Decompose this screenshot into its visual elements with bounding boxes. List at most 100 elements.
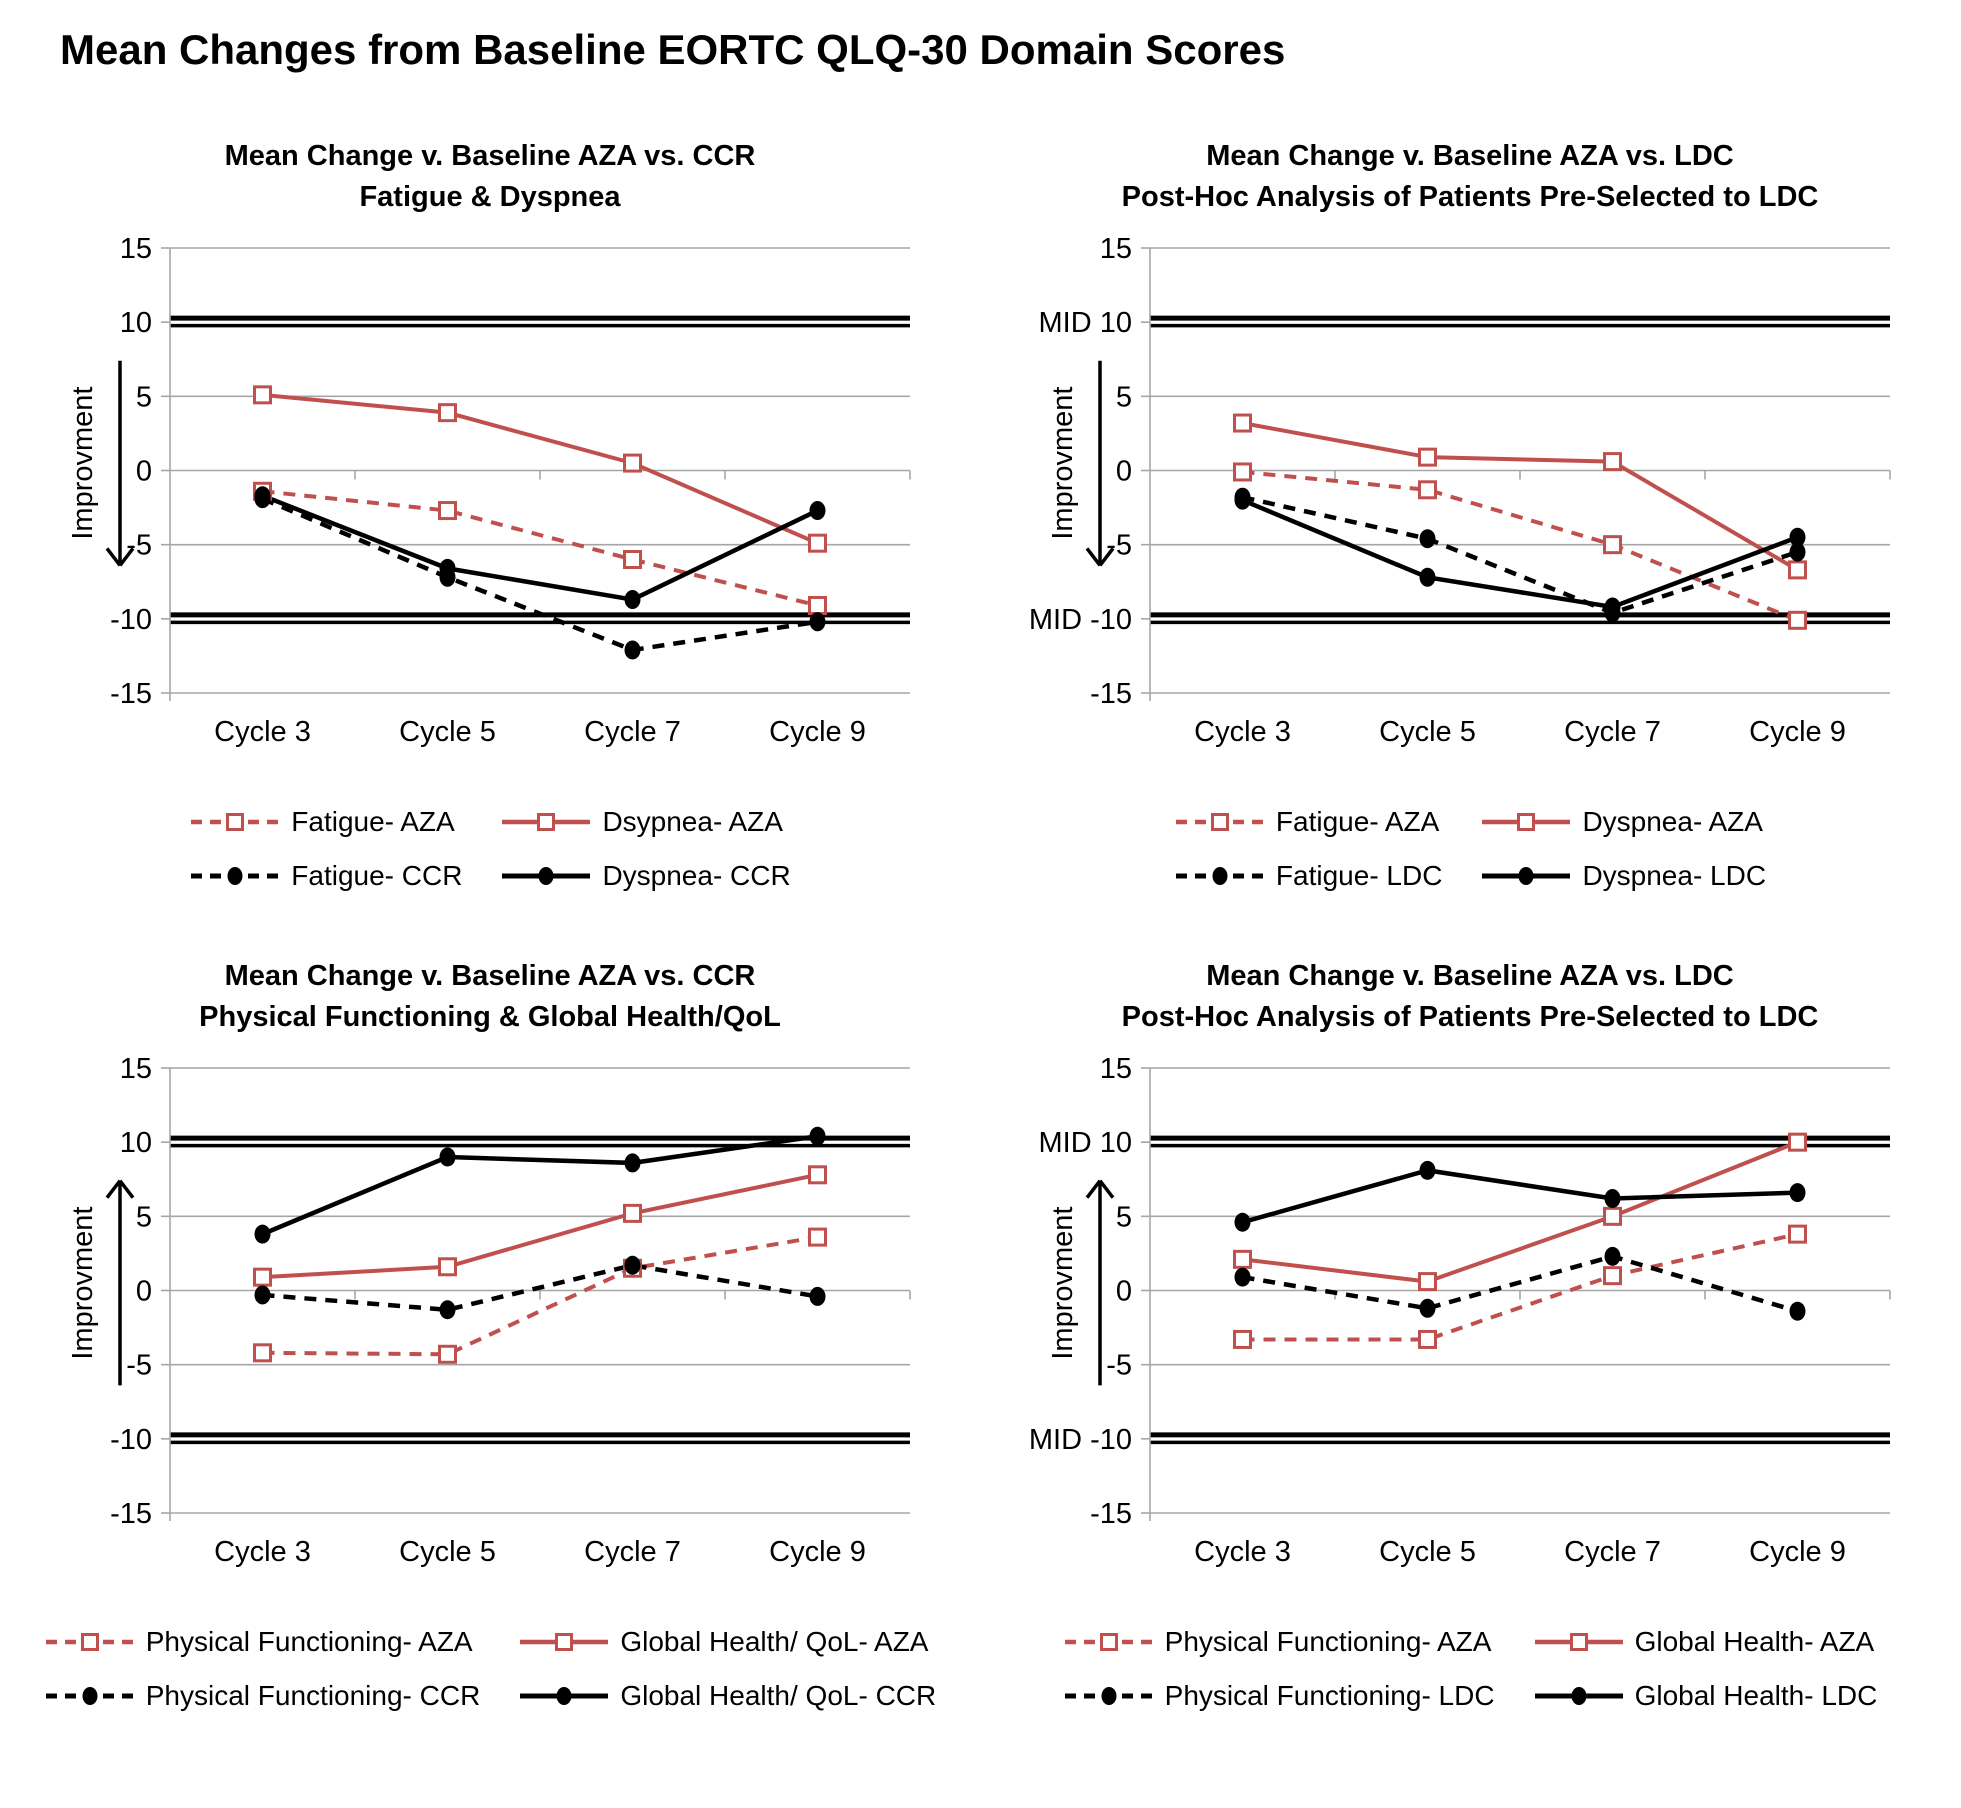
improvement-arrow-head: [105, 547, 122, 567]
y-tick-label: -5: [1106, 1350, 1132, 1382]
x-category-label: Cycle 7: [584, 716, 681, 748]
y-tick-label: -15: [110, 678, 152, 710]
data-point-marker: [1418, 1329, 1437, 1349]
data-point-marker: [253, 1343, 272, 1363]
chart-fatigue-dyspnea-aza-ldc: Mean Change v. Baseline AZA vs. LDC Post…: [980, 80, 1960, 892]
series-line: [1242, 469, 1799, 623]
data-point-marker: [623, 1203, 642, 1223]
legend-swatch-icon: [520, 1687, 609, 1705]
chart-plot-svg: 15 10 5 0 -5 -10 -15 Cycle 3 Cycle 5 Cycle 7 Cycle…: [67, 1053, 911, 1568]
y-tick-label: 15: [120, 1053, 152, 1085]
chart-legend: Fatigue- AZA Dyspnea- AZA Fatigue- LDC Dysp…: [980, 806, 1960, 892]
legend-item: Global Health- LDC: [1533, 1680, 1878, 1712]
chart-plot-svg: 15 MID 10 5 0 -5 MID -10 -15 Cycle 3 Cycle 5 Cycl…: [1029, 233, 1891, 748]
legend-swatch-icon: [1175, 867, 1264, 885]
x-category-label: Cycle 7: [584, 1536, 681, 1568]
chart-title-line2: Post-Hoc Analysis of Patients Pre-Select…: [1121, 180, 1819, 213]
data-point-marker: [438, 1257, 457, 1277]
x-category-label: Cycle 5: [399, 1536, 496, 1568]
legend-label: Dsypnea- AZA: [602, 806, 783, 837]
x-category-label: Cycle 7: [1564, 1536, 1661, 1568]
data-point-marker: [1418, 480, 1437, 500]
legend-label: Global Health/ QoL- AZA: [620, 1626, 929, 1657]
legend-label: Dyspnea- LDC: [1582, 860, 1767, 891]
series-line: [1242, 495, 1799, 616]
data-point-marker: [1418, 447, 1437, 467]
data-point-marker: [253, 385, 272, 405]
series-line: [1242, 1140, 1799, 1284]
data-point-marker: [624, 1255, 641, 1275]
improvement-arrow-head: [118, 1179, 135, 1199]
y-tick-label: 5: [1116, 1201, 1132, 1233]
data-point-marker: [253, 1267, 272, 1287]
data-point-marker: [1419, 529, 1436, 549]
y-tick-label: 0: [136, 1276, 152, 1308]
y-tick-label: MID -10: [1029, 1424, 1132, 1456]
y-tick-label: -10: [110, 1424, 152, 1456]
chart-title-line1: Mean Change v. Baseline AZA vs. CCR: [224, 960, 756, 992]
x-category-label: Cycle 5: [1379, 716, 1476, 748]
y-tick-label: -5: [1106, 530, 1132, 562]
chart-plot-svg: 15 10 5 0 -5 -10 -15 Cycle 3 Cycle 5 Cycle 7 Cycle…: [67, 233, 911, 748]
chart-title-line2: Post-Hoc Analysis of Patients Pre-Select…: [1121, 1000, 1819, 1033]
chart-title: Mean Change v. Baseline AZA vs. LDC Post…: [980, 136, 1960, 218]
legend-label: Global Health- AZA: [1634, 1626, 1875, 1657]
improvement-label: Improvment: [67, 387, 99, 540]
y-tick-label: MID -10: [1029, 604, 1132, 636]
chart-legend: Physical Functioning- AZA Global Health- …: [980, 1626, 1960, 1712]
data-point-marker: [1604, 1246, 1621, 1266]
legend-swatch-icon: [191, 813, 280, 831]
legend-swatch-icon: [191, 867, 280, 885]
improvement-arrow-head: [105, 1179, 122, 1199]
legend-label: Fatigue- AZA: [1275, 806, 1440, 837]
charts-grid: Mean Change v. Baseline AZA vs. CCR Fati…: [0, 80, 1961, 1712]
data-point-marker: [624, 640, 641, 660]
data-point-marker: [809, 612, 826, 632]
improvement-arrow-head: [1098, 1179, 1115, 1199]
page-title: Mean Changes from Baseline EORTC QLQ-30 …: [60, 26, 1286, 73]
data-point-marker: [1233, 462, 1252, 482]
x-category-label: Cycle 5: [1379, 1536, 1476, 1568]
legend-item: Dsypnea- AZA: [500, 806, 790, 838]
legend-swatch-icon: [520, 1633, 609, 1651]
series-line: [261, 496, 818, 653]
legend-item: Fatigue- LDC: [1174, 860, 1442, 892]
y-tick-label: -15: [110, 1498, 152, 1530]
legend-marker: [1517, 813, 1536, 831]
legend-marker: [1569, 1633, 1588, 1651]
y-tick-label: 0: [1116, 1276, 1132, 1308]
chart-fatigue-dyspnea-aza-ccr: Mean Change v. Baseline AZA vs. CCR Fati…: [0, 80, 980, 892]
y-tick-label: 0: [136, 456, 152, 488]
legend-swatch-icon: [1482, 867, 1571, 885]
legend-label: Physical Functioning- AZA: [1164, 1626, 1492, 1657]
x-category-label: Cycle 3: [214, 1536, 311, 1568]
legend-swatch-icon: [1175, 813, 1264, 831]
data-point-marker: [1789, 542, 1806, 562]
legend-item: Physical Functioning- AZA: [44, 1626, 481, 1658]
chart-title-line1: Mean Change v. Baseline AZA vs. LDC: [1206, 960, 1734, 992]
legend-swatch-icon: [502, 813, 591, 831]
chart-title: Mean Change v. Baseline AZA vs. LDC Post…: [980, 956, 1960, 1038]
data-point-marker: [624, 590, 641, 610]
y-tick-label: 5: [1116, 381, 1132, 413]
data-point-marker: [624, 1153, 641, 1173]
legend-item: Global Health- AZA: [1533, 1626, 1878, 1658]
improvement-label: Improvment: [1047, 1207, 1079, 1360]
series-line: [262, 1235, 818, 1357]
legend-item: Global Health/ QoL- CCR: [518, 1680, 936, 1712]
legend-label: Global Health- LDC: [1634, 1680, 1878, 1711]
legend-marker: [538, 867, 554, 885]
data-point-marker: [1788, 610, 1807, 630]
data-point-marker: [439, 558, 456, 578]
legend-label: Physical Functioning- AZA: [145, 1626, 473, 1657]
data-point-marker: [1603, 1206, 1622, 1226]
chart-title-line2: Fatigue & Dyspnea: [359, 180, 621, 213]
y-tick-label: -5: [126, 1350, 152, 1382]
y-tick-label: MID 10: [1039, 307, 1132, 339]
legend-marker: [1101, 1687, 1117, 1705]
data-point-marker: [809, 1286, 826, 1306]
data-point-marker: [1234, 490, 1251, 510]
legend-marker: [227, 867, 243, 885]
y-tick-label: 0: [1116, 456, 1132, 488]
data-point-marker: [808, 533, 827, 553]
